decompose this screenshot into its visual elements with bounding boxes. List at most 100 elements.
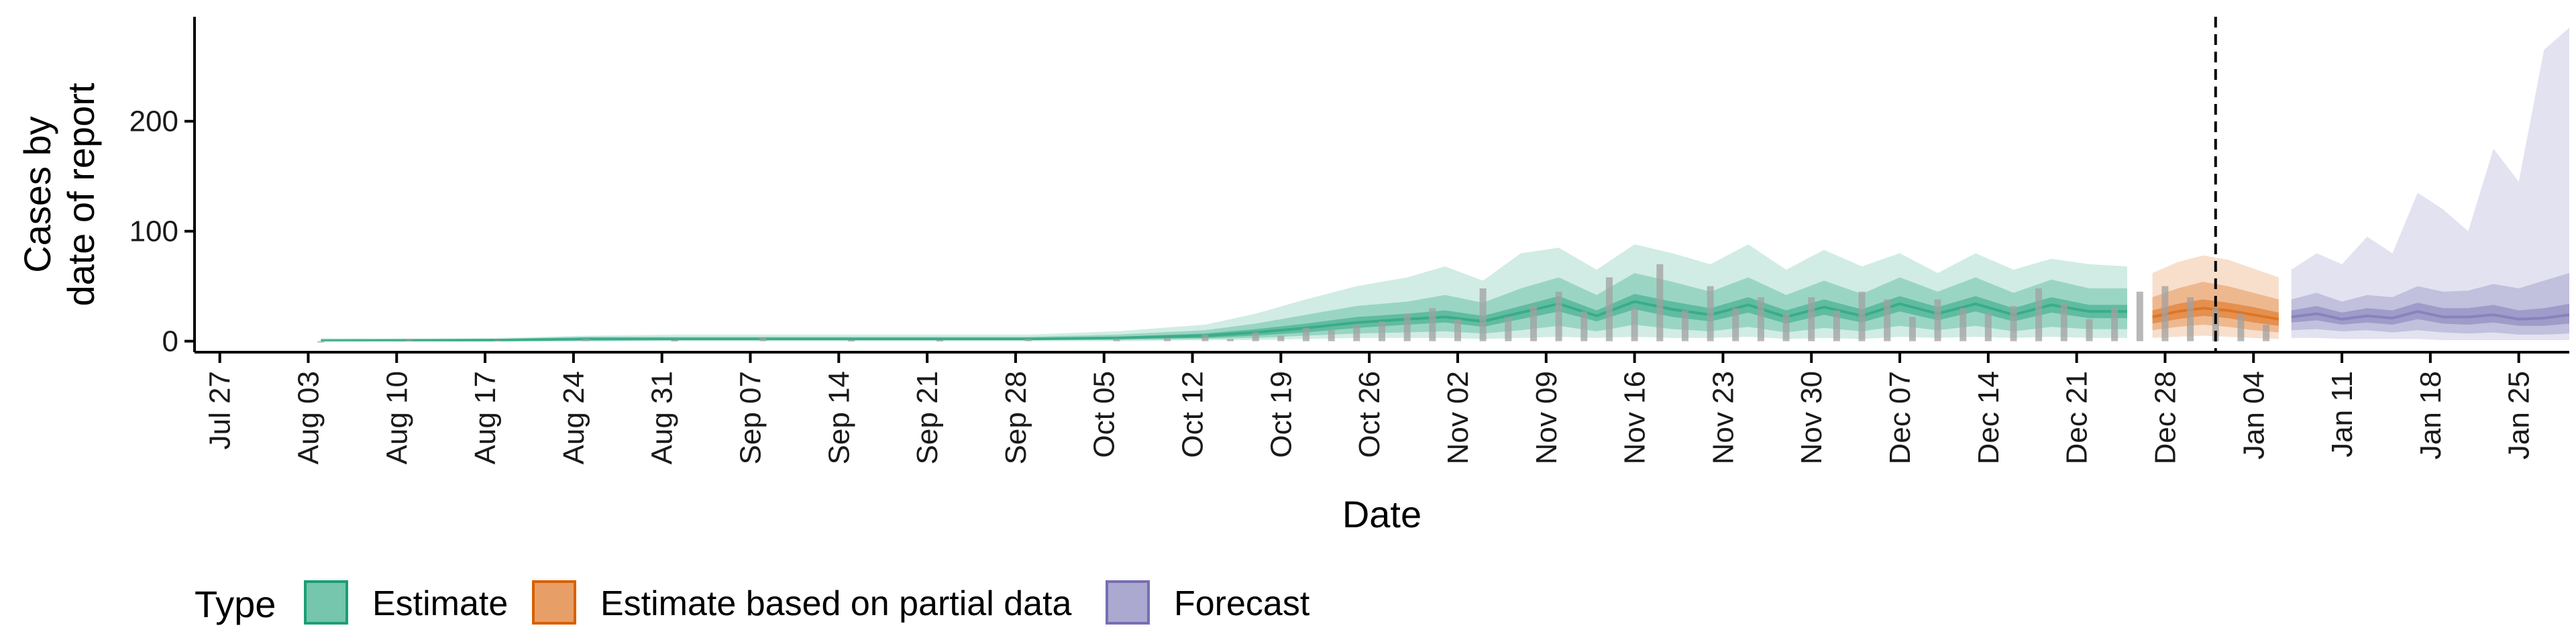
observed-bar [1960,308,1967,341]
x-tick-label: Nov 23 [1707,371,1739,464]
observed-bar [1113,339,1120,341]
observed-bar [494,340,501,341]
observed-bar [1631,308,1638,341]
x-tick-label: Sep 21 [911,371,944,464]
observed-bar [1303,327,1309,341]
x-tick-label: Sep 14 [822,371,855,464]
x-tick-label: Aug 31 [646,371,679,464]
observed-bar [759,337,767,341]
band-outer-2 [2291,28,2569,341]
observed-bar [1201,334,1209,341]
observed-bar [936,340,943,341]
observed-bar [2086,319,2093,341]
legend-swatch-2 [1106,580,1150,625]
observed-bar [2136,291,2143,341]
x-tick-label: Dec 14 [1972,371,2005,464]
observed-bar [1681,310,1688,341]
observed-bar [1858,291,1866,341]
x-tick-label: Oct 26 [1353,371,1386,458]
band-mid-0 [321,273,2127,341]
observed-bar [2161,286,2169,341]
observed-bar [582,339,590,341]
observed-bar [1757,297,1764,341]
y-tick-label: 200 [129,105,178,138]
observed-bar [1530,306,1537,341]
observed-bar [406,340,413,341]
legend-swatch-0 [304,580,348,625]
band-mid-1 [2152,282,2279,333]
x-tick-label: Oct 12 [1177,371,1210,458]
observed-bar [1909,317,1916,341]
median-line-0 [321,300,2127,341]
x-tick-label: Nov 30 [1795,371,1828,464]
x-tick-label: Aug 10 [380,371,413,464]
observed-bar [1782,313,1790,341]
legend-label-1: Estimate based on partial data [600,584,1072,623]
observed-bar [1277,335,1285,341]
y-tick-label: 100 [129,215,178,248]
legend-title: Type [195,583,276,625]
x-tick-label: Sep 07 [735,371,767,464]
x-tick-label: Nov 16 [1619,371,1652,464]
y-axis-title: Cases by date of report [16,83,102,307]
median-line-2 [2291,310,2570,321]
observed-bar [2060,303,2068,341]
observed-bar [1454,319,1461,341]
observed-bar [1024,339,1032,341]
observed-bar [1227,339,1234,341]
x-tick-label: Aug 03 [292,371,325,464]
observed-bar [2212,308,2219,341]
observed-bar [1884,299,1891,341]
x-tick-label: Aug 24 [557,371,590,464]
observed-bar [1429,308,1436,341]
x-tick-label: Jan 04 [2237,371,2270,460]
y-tick-label: 0 [162,325,178,358]
x-axis-title: Date [1342,493,1421,535]
observed-bar [1403,313,1411,341]
x-tick-label: Nov 02 [1442,371,1474,464]
observed-bar [1984,313,1992,341]
observed-bar [1479,288,1487,341]
observed-bar [1555,291,1562,341]
observed-bar [317,341,325,343]
band-outer-0 [321,244,2127,341]
observed-bar [2237,313,2245,341]
observed-bar [1732,308,1739,341]
band-inner-0 [321,294,2127,341]
legend-swatch-1 [532,580,576,625]
observed-bar [671,340,678,341]
legend-label-2: Forecast [1174,584,1310,623]
observed-bar [1353,325,1360,341]
observed-bar [2010,306,2017,341]
y-axis-title-line-1: Cases by [16,116,58,272]
observed-bar [1833,310,1840,341]
observed-bar [1580,311,1588,341]
x-tick-label: Jan 11 [2326,371,2359,458]
observed-bar [2187,297,2194,341]
x-tick-label: Jul 27 [204,371,237,449]
x-tick-label: Dec 21 [2061,371,2094,464]
y-axis-title-line-2: date of report [60,83,102,307]
observed-bar [2263,325,2270,341]
x-tick-label: Nov 09 [1530,371,1563,464]
observed-bar [848,340,855,341]
observed-bars [317,264,2270,343]
observed-bar [1505,317,1512,341]
observed-bar [1808,297,1815,341]
observed-bar [2035,288,2043,341]
observed-bar [1163,337,1171,341]
observed-bar [1707,286,1714,341]
x-tick-label: Oct 05 [1088,371,1121,458]
x-tick-label: Dec 28 [2149,371,2182,464]
x-tick-label: Jan 18 [2414,371,2447,460]
observed-bar [2111,308,2118,341]
legend-label-0: Estimate [372,584,508,623]
observed-bar [1328,330,1335,341]
legend: Type Estimate Estimate based on partial d… [195,580,1310,625]
x-tick-label: Dec 07 [1884,371,1917,464]
observed-bar [1252,332,1259,341]
x-tick-label: Oct 19 [1265,371,1297,458]
x-tick-label: Aug 17 [469,371,502,464]
observed-bar [1656,264,1664,341]
